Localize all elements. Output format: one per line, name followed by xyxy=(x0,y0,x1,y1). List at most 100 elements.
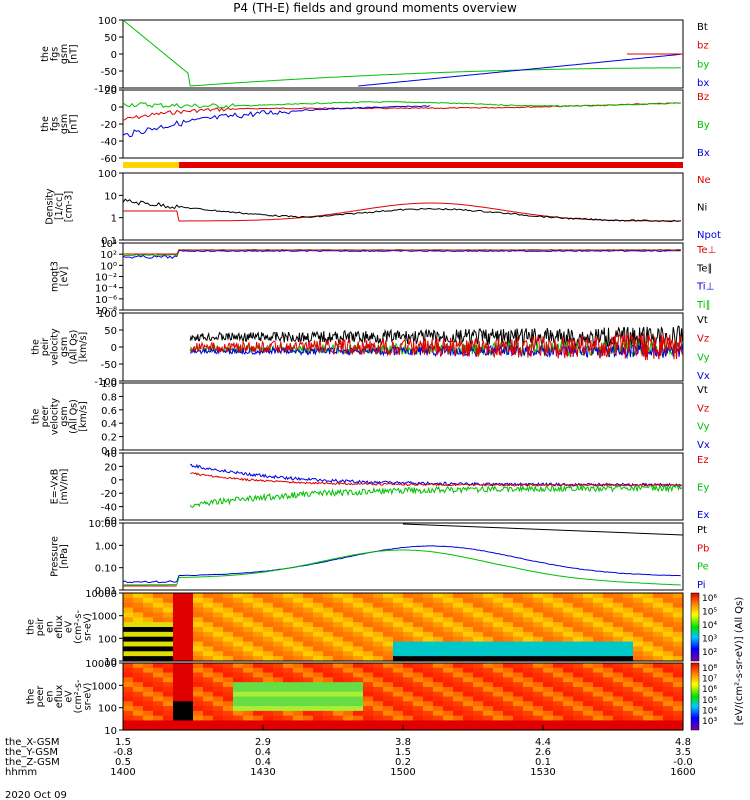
spectrogram-cell xyxy=(453,641,464,648)
spectrogram-cell xyxy=(443,597,454,604)
spectrogram-cell xyxy=(133,672,144,678)
spectrogram-cell xyxy=(293,656,304,662)
spectrogram-cell xyxy=(423,627,434,633)
spectrogram-cell xyxy=(203,593,214,599)
spectrogram-cell xyxy=(513,627,524,633)
spectrogram-cell xyxy=(153,651,164,657)
spectrogram-cell xyxy=(133,607,144,614)
colorbar-tick-label: 10⁴ xyxy=(702,706,717,716)
spectrogram-cell xyxy=(153,607,164,614)
spectrogram-cell xyxy=(283,651,294,657)
y-tick-label: 0.1 xyxy=(101,236,117,247)
spectrogram-cell xyxy=(613,593,624,599)
spectrogram-cell xyxy=(173,696,184,702)
spectrogram-cell xyxy=(173,656,184,662)
spectrogram-cell xyxy=(563,593,574,599)
spectrogram-cell xyxy=(233,636,244,643)
spectrogram-cell xyxy=(263,636,274,643)
spectrogram-cell xyxy=(423,725,434,731)
spectrogram-cell xyxy=(413,677,424,683)
spectrogram-cell xyxy=(633,612,644,618)
spectrogram-cell xyxy=(383,686,394,693)
spectrogram-cell xyxy=(343,631,354,638)
spectrogram-cell xyxy=(653,691,664,698)
spectrogram-cell xyxy=(553,646,564,652)
spectrogram-cell xyxy=(293,706,304,712)
x-row-label: the_Y-GSM xyxy=(5,747,58,758)
spectrogram-cell xyxy=(603,627,614,633)
spectrogram-cell xyxy=(583,646,594,652)
spectrogram-cell xyxy=(353,593,364,599)
spectrogram-cell xyxy=(213,696,224,702)
spectrogram-cell xyxy=(603,725,614,731)
spectrogram-cell xyxy=(603,597,614,604)
spectrogram-cell xyxy=(623,715,634,722)
spectrogram-cell xyxy=(543,612,554,618)
legend-bz: bz xyxy=(697,41,709,52)
spectrogram-cell xyxy=(393,631,404,638)
spectrogram-cell xyxy=(333,636,344,643)
spectrogram-cell xyxy=(363,646,374,652)
spectrogram-cell xyxy=(663,646,674,652)
spectrogram-cell xyxy=(543,641,554,648)
spectrogram-cell xyxy=(603,651,614,657)
spectrogram-cell xyxy=(153,622,164,628)
spectrogram-cell xyxy=(123,663,134,669)
spectrogram-cell xyxy=(523,682,534,688)
spectrogram-cell xyxy=(523,715,534,722)
spectrogram-cell xyxy=(373,691,384,698)
x-tick-label: -0.8 xyxy=(113,747,133,758)
spectrogram-cell xyxy=(593,706,604,712)
spectrogram-cell xyxy=(633,646,644,652)
spectrogram-cell xyxy=(573,607,584,614)
spectrogram-cell xyxy=(603,636,614,643)
spectrogram-cell xyxy=(583,667,594,674)
spectrogram-cell xyxy=(283,696,294,702)
spectrogram-cell xyxy=(593,627,604,633)
spectrogram-cell xyxy=(233,710,244,717)
spectrogram-cell xyxy=(373,696,384,702)
ylabel-line: eV xyxy=(64,620,75,633)
spectrogram-cell xyxy=(223,710,234,717)
y-tick-label: 10 xyxy=(104,726,117,737)
y-tick-label: 10 xyxy=(104,657,117,668)
spectrogram-cell xyxy=(193,667,204,674)
ylabel-line: [cm-3] xyxy=(64,191,75,222)
spectrogram-cell xyxy=(663,612,674,618)
spectrogram-cell xyxy=(413,636,424,643)
spectrogram-cell xyxy=(483,602,494,609)
spectrogram-cell xyxy=(233,597,244,604)
spectrogram-cell xyxy=(303,593,314,599)
spectrogram-cell xyxy=(283,710,294,717)
spectrogram-cell xyxy=(323,725,334,731)
spectrogram-cell xyxy=(633,593,644,599)
spectrogram-cell xyxy=(453,617,464,623)
spectrogram-cell xyxy=(343,597,354,604)
ylabel-line: (All Qs) xyxy=(68,330,79,365)
spectrogram-cell xyxy=(383,607,394,614)
spectrogram-cell xyxy=(533,651,544,657)
spectrogram-cell xyxy=(433,725,444,731)
spectrogram-cell xyxy=(443,701,454,707)
spectrogram-cell xyxy=(183,686,194,693)
spectrogram-cell xyxy=(543,651,554,657)
spectrogram-cell xyxy=(443,607,454,614)
spectrogram-cell xyxy=(443,691,454,698)
spectrogram-cell xyxy=(263,646,274,652)
spectrogram-cell xyxy=(123,631,134,638)
spectrogram-cell xyxy=(313,593,324,599)
spectrogram-cell xyxy=(203,715,214,722)
spectrogram-cell xyxy=(543,667,554,674)
spectrogram-cell xyxy=(263,725,274,731)
spectrogram-cell xyxy=(183,725,194,731)
spectrogram-cell xyxy=(633,667,644,674)
spectrogram-cell xyxy=(463,641,474,648)
spectrogram-cell xyxy=(573,622,584,628)
spectrogram-cell xyxy=(663,627,674,633)
spectrogram-cell xyxy=(133,641,144,648)
spectrogram-cell xyxy=(143,651,154,657)
spectrogram-cell xyxy=(383,672,394,678)
spectrogram-cell xyxy=(243,672,254,678)
spectrogram-cell xyxy=(393,646,404,652)
spectrogram-cell xyxy=(333,656,344,662)
